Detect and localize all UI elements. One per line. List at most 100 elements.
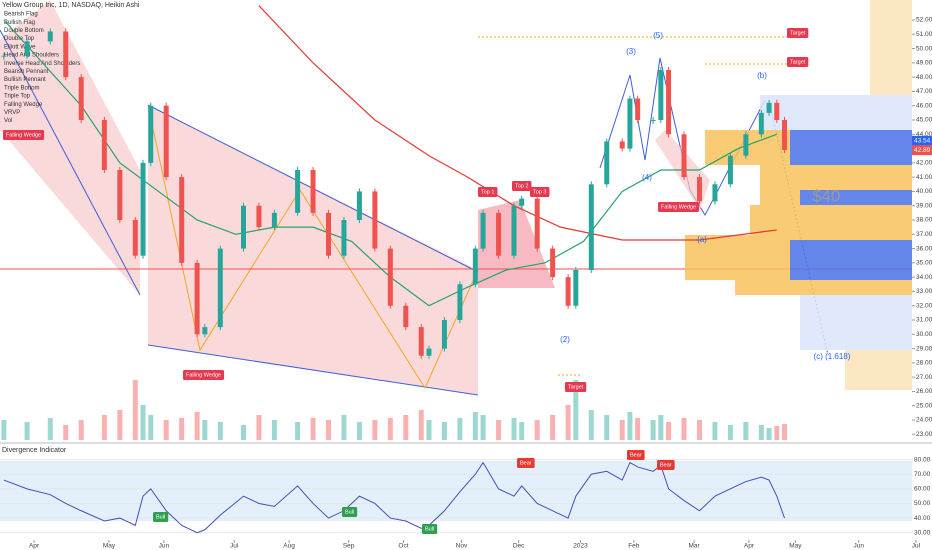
annotation-box — [658, 202, 700, 212]
indicator-tick-label: 70.00 — [914, 471, 931, 478]
vp-bar — [800, 295, 912, 350]
candle — [418, 327, 424, 356]
indicator-tick-label: 60.00 — [914, 486, 931, 493]
vp-bar — [800, 190, 912, 205]
annotation-box — [183, 370, 225, 380]
annotation-label: Bull — [156, 514, 165, 520]
volume-bar — [441, 422, 447, 440]
candle — [727, 155, 733, 185]
candle — [256, 205, 262, 228]
candle — [403, 305, 409, 328]
y-tick-label: 49.00 — [916, 60, 932, 67]
x-tick-label: Oct — [398, 543, 408, 550]
indicator-line — [3, 461, 785, 534]
volume-bar — [743, 422, 749, 440]
y-tick-label: 25.00 — [916, 402, 932, 409]
y-tick-label: 28.00 — [916, 360, 932, 367]
candle — [480, 212, 486, 249]
wave-label: (2) — [560, 335, 570, 344]
y-tick-label: 37.00 — [916, 231, 932, 238]
candle — [1, 55, 7, 57]
annotation-label: Bull — [425, 526, 434, 532]
y-tick-label: 24.00 — [916, 417, 932, 424]
y-tick-label: 32.00 — [916, 302, 932, 309]
volume-bar — [256, 415, 262, 440]
candle — [658, 70, 664, 120]
candle — [78, 77, 84, 120]
volume-bar — [179, 418, 185, 440]
candle — [132, 220, 138, 256]
y-tick-label: 41.00 — [916, 174, 932, 181]
indicator-name: Bullish Flag — [4, 20, 35, 26]
candle — [240, 205, 246, 249]
candle — [217, 248, 223, 328]
candle — [271, 212, 277, 228]
volume-bar — [202, 420, 208, 440]
x-tick-label: Feb — [628, 543, 640, 550]
volume-bar — [47, 418, 53, 440]
y-tick-label: 50.00 — [916, 45, 932, 52]
indicator-name: Inverse Head And Shoulders — [4, 61, 80, 67]
volume-bar — [480, 415, 486, 440]
volume-bar — [766, 428, 772, 440]
candle — [565, 277, 571, 306]
volume-bar — [573, 380, 579, 440]
y-tick-label: 30.00 — [916, 331, 932, 338]
vp-bar — [790, 130, 912, 165]
volume-bar — [472, 412, 478, 440]
annotation-box — [478, 187, 498, 197]
wedge-area — [0, 0, 140, 295]
price-label: 42.89 — [914, 147, 931, 154]
candle — [496, 212, 502, 256]
volume-bar — [565, 405, 571, 440]
candle — [47, 31, 53, 42]
volume-bar — [140, 405, 146, 440]
candle — [650, 120, 656, 121]
volume-bar — [163, 420, 169, 440]
candle — [341, 220, 347, 256]
volume-bar — [650, 420, 656, 440]
annotation-label: Falling Wedge — [661, 204, 696, 210]
volume-bar — [387, 418, 393, 440]
volume-bar — [418, 410, 424, 440]
annotation-label: Top 2 — [515, 183, 528, 189]
indicator-name: Bearish Pennant — [4, 69, 49, 75]
price-label-box — [912, 145, 932, 156]
candle — [766, 102, 772, 113]
volume-bar — [194, 412, 200, 440]
annotation-box — [342, 507, 358, 517]
volume-bar — [457, 418, 463, 440]
candle — [519, 198, 525, 206]
volume-bar — [78, 420, 84, 440]
volume-bar — [658, 415, 664, 440]
volume-bar — [666, 422, 672, 440]
candle — [550, 248, 556, 278]
candle — [163, 105, 169, 178]
y-tick-label: 26.00 — [916, 388, 932, 395]
annotation-box — [787, 28, 809, 38]
annotation-label: Target — [790, 59, 806, 65]
candle — [140, 162, 146, 256]
indicator-name: Double Bottom — [4, 28, 44, 34]
candle — [194, 262, 200, 335]
candle — [588, 184, 594, 270]
candle — [295, 170, 301, 213]
candle — [712, 184, 718, 202]
candle — [117, 170, 123, 220]
volume-bar — [341, 415, 347, 440]
candle — [534, 198, 540, 249]
volume-bar — [132, 380, 138, 440]
candle — [457, 284, 463, 320]
annotation-box — [627, 450, 645, 460]
annotation-label: Top 1 — [481, 189, 494, 195]
candle — [573, 270, 579, 306]
x-tick-label: Sep — [343, 543, 355, 550]
indicator-name: VRVP — [4, 110, 20, 116]
y-tick-label: 46.00 — [916, 102, 932, 109]
vp-bar — [790, 240, 912, 280]
candle — [372, 191, 378, 249]
indicator-tick-label: 40.00 — [914, 515, 931, 522]
indicator-name: Double Top — [4, 36, 35, 42]
candle — [63, 31, 69, 78]
